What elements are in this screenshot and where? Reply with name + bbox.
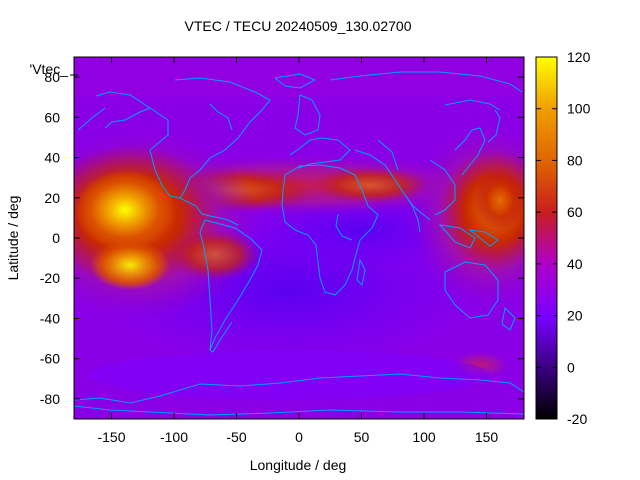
x-tick-label: -50 xyxy=(226,429,246,445)
vtec-heatmap xyxy=(74,57,524,419)
x-tick-label: 50 xyxy=(354,429,370,445)
colorbar-tick-label: 0 xyxy=(567,359,575,375)
colorbar-tick-label: 60 xyxy=(567,204,583,220)
y-tick-label: 60 xyxy=(44,109,60,125)
x-tick-label: -100 xyxy=(160,429,188,445)
colorbar-tick-label: 40 xyxy=(567,256,583,272)
colorbar-tick-label: -20 xyxy=(567,411,587,427)
x-axis-ticks: -150 -100 -50 0 50 100 150 xyxy=(97,57,498,445)
chart-title: VTEC / TECU 20240509_130.02700 xyxy=(184,18,411,34)
colorbar-tick-label: 80 xyxy=(567,152,583,168)
y-tick-label: -60 xyxy=(40,351,60,367)
colorbar-tick-label: 120 xyxy=(567,49,591,65)
y-tick-label: 80 xyxy=(44,69,60,85)
x-tick-label: 150 xyxy=(475,429,499,445)
y-tick-label: 20 xyxy=(44,190,60,206)
y-tick-label: 0 xyxy=(52,230,60,246)
y-axis-ticks: -80 -60 -40 -20 0 20 40 60 80 xyxy=(40,69,524,407)
x-axis-label: Longitude / deg xyxy=(250,457,347,473)
colorbar-ticks: -20 0 20 40 60 80 100 120 xyxy=(536,49,591,427)
x-tick-label: -150 xyxy=(97,429,125,445)
x-tick-label: 0 xyxy=(295,429,303,445)
y-tick-label: -20 xyxy=(40,270,60,286)
x-tick-label: 100 xyxy=(412,429,436,445)
y-tick-label: -80 xyxy=(40,391,60,407)
y-tick-label: 40 xyxy=(44,150,60,166)
y-tick-label: -40 xyxy=(40,310,60,326)
colorbar xyxy=(535,56,558,420)
colorbar-tick-label: 20 xyxy=(567,308,583,324)
coastline-overlay xyxy=(74,71,524,416)
y-axis-label: Latitude / deg xyxy=(5,196,21,281)
colorbar-tick-label: 100 xyxy=(567,101,591,117)
key-label: 'Vtec_ xyxy=(30,61,69,77)
